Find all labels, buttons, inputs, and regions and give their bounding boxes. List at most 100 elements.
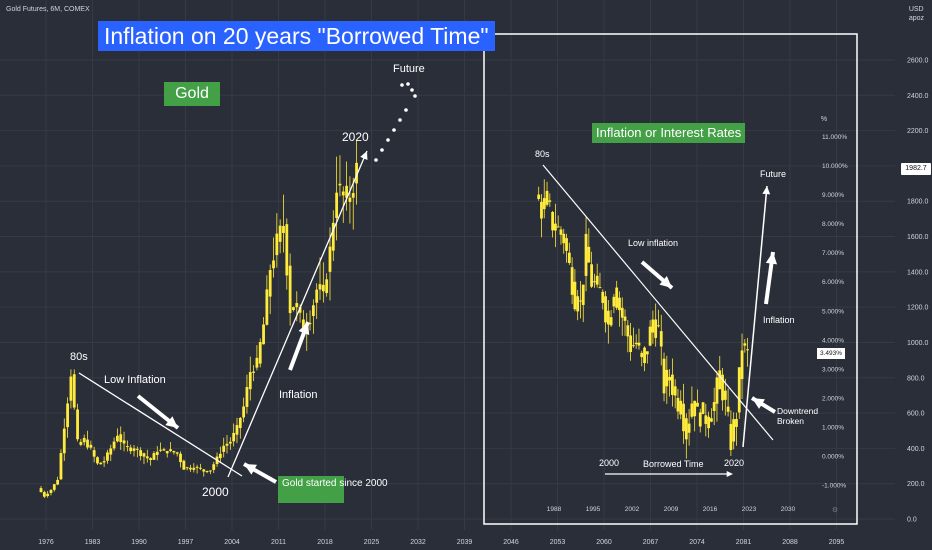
- gold-candle: [192, 467, 196, 470]
- rate-candle: [601, 291, 605, 303]
- future-dot: [400, 83, 404, 87]
- gold-candle: [265, 289, 269, 325]
- rate-candle: [704, 415, 708, 424]
- gold-candle: [92, 450, 96, 457]
- title-banner: Inflation on 20 years "Borrowed Time": [98, 21, 495, 51]
- rate-candle: [573, 281, 577, 310]
- rate-candle: [718, 370, 722, 390]
- rate-candle: [721, 374, 724, 401]
- rate-y-tick-label: 11.000%: [822, 134, 847, 141]
- rate-candle: [698, 412, 702, 427]
- rate-y-tick-label: 0.000%: [822, 454, 844, 461]
- y-tick-label: 2600.0: [907, 58, 929, 65]
- future-dot: [404, 108, 408, 112]
- gold-candle: [209, 470, 212, 472]
- rate-candle: [690, 403, 694, 417]
- gold-candle: [328, 246, 332, 272]
- rate-candle: [684, 418, 688, 440]
- gold-candle: [96, 457, 99, 464]
- rate-candle: [737, 367, 741, 413]
- rate-y-tick-label: 10.000%: [822, 163, 848, 170]
- gold-candle: [89, 444, 93, 448]
- rate-candle: [567, 252, 571, 263]
- rate-y-tick-label: 2.000%: [822, 395, 844, 402]
- currency-code: USD: [908, 6, 924, 13]
- gold-candle: [355, 162, 358, 184]
- rate-candle: [735, 418, 738, 427]
- rate-candle: [723, 390, 727, 400]
- y-tick-label: 400.0: [907, 446, 925, 453]
- gold-candle: [152, 453, 156, 460]
- gold-downtrend-line: [78, 372, 243, 477]
- rate-y-tick-label: 4.000%: [822, 337, 844, 344]
- gold-candle: [129, 447, 133, 452]
- future-dot: [410, 88, 414, 92]
- rate-candle: [537, 194, 541, 199]
- gold-candle: [125, 446, 129, 448]
- last-price-tag: 1982.7: [901, 163, 931, 175]
- rate-candle: [645, 351, 649, 355]
- rate-candle: [618, 297, 621, 311]
- x-tick-label: 1990: [131, 539, 147, 546]
- rate-candle: [548, 200, 552, 202]
- rate-downtrend-broken-label: Downtrend Broken: [777, 406, 818, 426]
- future-dot: [374, 158, 378, 162]
- rate-x-tick-label: 2030: [781, 506, 796, 513]
- gold-candle: [205, 470, 209, 473]
- gold-candle: [262, 324, 265, 345]
- gold-candle: [172, 451, 176, 453]
- rate-candle: [715, 377, 719, 404]
- rate-candle: [565, 238, 568, 251]
- y-tick-label: 1600.0: [907, 234, 929, 241]
- x-tick-label: 2074: [689, 539, 705, 546]
- future-dot: [406, 82, 410, 86]
- rate-candle: [559, 229, 563, 235]
- rate-candle: [709, 418, 713, 422]
- x-tick-label: 2039: [457, 539, 473, 546]
- rate-candle: [659, 331, 663, 347]
- rate-candle: [668, 376, 672, 381]
- rate-candle: [676, 397, 680, 412]
- gold-started-box: Gold started since 2000: [278, 476, 388, 503]
- x-tick-label: 2053: [550, 539, 566, 546]
- rate-future-label: Future: [760, 169, 786, 179]
- gold-candle: [39, 488, 43, 493]
- x-tick-label: 2060: [596, 539, 612, 546]
- rate-y-tick-label: 5.000%: [822, 308, 844, 315]
- gold-2000-label: 2000: [202, 485, 229, 499]
- rate-candle: [654, 319, 658, 338]
- y-tick-label: 600.0: [907, 411, 925, 418]
- rate-candle: [581, 284, 585, 305]
- rate-x-tick-label: 1988: [547, 506, 562, 513]
- rate-candle: [712, 402, 716, 411]
- settings-icon: ⚙: [832, 506, 838, 514]
- rate-candle: [657, 325, 660, 327]
- rate-low-inflation-label: Low inflation: [628, 238, 678, 248]
- gold-candle: [218, 453, 222, 459]
- gold-2020-label: 2020: [342, 130, 369, 144]
- future-dot: [386, 138, 390, 142]
- gold-candle: [288, 265, 292, 314]
- x-tick-label: 2088: [782, 539, 798, 546]
- gold-candle: [238, 417, 242, 429]
- rate-candle: [598, 287, 602, 289]
- x-tick-label: 1983: [85, 539, 101, 546]
- rate-candle: [553, 223, 557, 231]
- y-tick-label: 1400.0: [907, 269, 929, 276]
- rates-panel-frame: [483, 33, 858, 525]
- x-tick-label: 1976: [38, 539, 54, 546]
- rate-candle: [740, 350, 744, 380]
- gold-candle: [235, 425, 239, 435]
- rate-candle: [609, 317, 613, 326]
- rate-x-tick-label: 2009: [664, 506, 679, 513]
- rate-candle: [556, 226, 560, 228]
- rate-candle: [732, 419, 736, 442]
- gold-candle: [145, 456, 149, 459]
- rate-80s-label: 80s: [535, 149, 550, 159]
- gold-candle: [46, 493, 50, 497]
- gold-candle: [102, 461, 106, 463]
- gold-candle: [282, 226, 285, 234]
- rate-x-tick-label: 2002: [625, 506, 640, 513]
- gold-candle: [109, 448, 113, 455]
